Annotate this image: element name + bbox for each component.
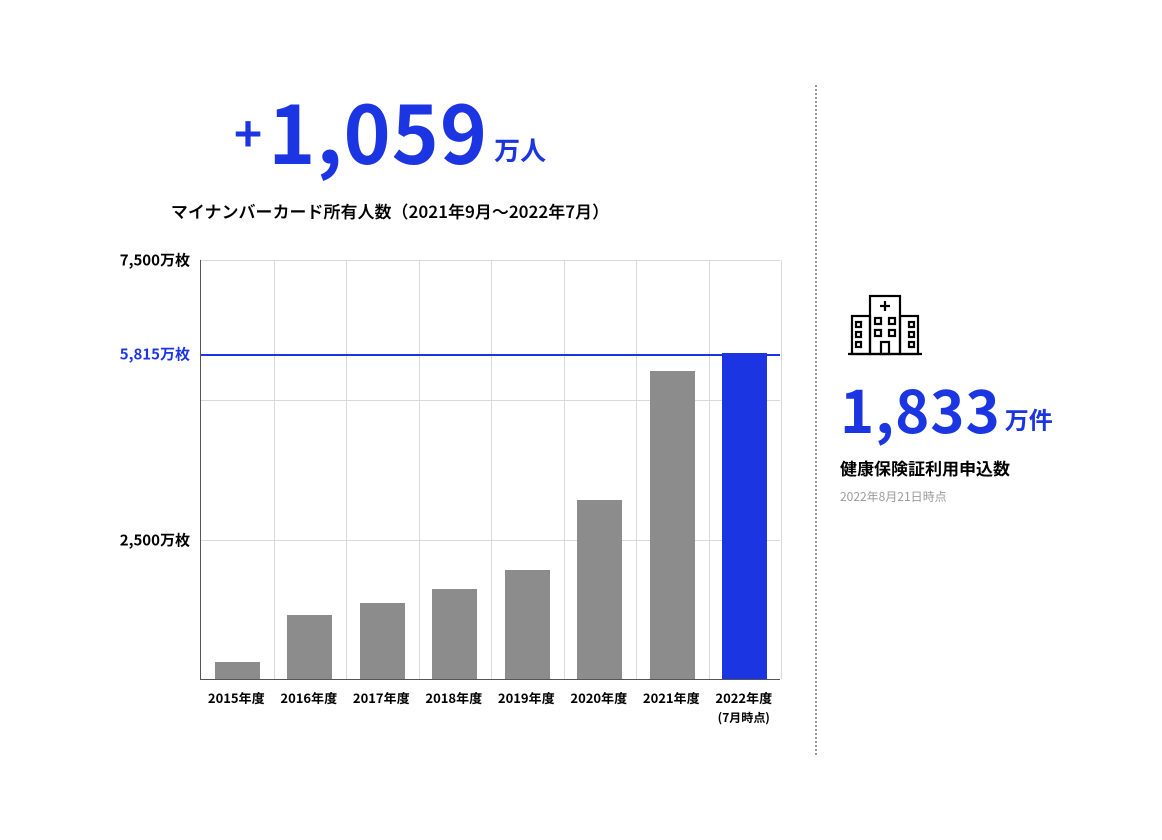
x-axis-label: 2021年度 — [643, 688, 700, 707]
sidebar-stat-label: 健康保険証利用申込数 — [840, 455, 1140, 480]
x-axis-label: 2022年度(7月時点) — [715, 688, 772, 726]
headline-prefix: + — [234, 96, 262, 166]
x-axis-label: 2015年度 — [208, 688, 265, 707]
y-axis-label: 7,500万枚 — [120, 250, 190, 271]
sidebar-stat-value: 1,833 — [840, 366, 1001, 450]
bar — [432, 589, 477, 679]
x-axis-label: 2019年度 — [498, 688, 555, 707]
page: +1,059万人 マイナンバーカード所有人数（2021年9月〜2022年7月） … — [0, 0, 1162, 840]
bar — [505, 570, 550, 679]
sidebar-stat-note: 2022年8月21日時点 — [840, 488, 1140, 505]
x-axis-label: 2016年度 — [280, 688, 337, 707]
gridline-vertical — [419, 260, 420, 679]
x-axis-sublabel: (7月時点) — [715, 709, 772, 726]
bar — [360, 603, 405, 679]
sidebar-stat-unit: 万件 — [1005, 401, 1053, 436]
headline-unit: 万人 — [494, 131, 546, 168]
y-axis-label: 2,500万枚 — [120, 530, 190, 551]
headline-value: 1,059 — [268, 72, 488, 188]
x-axis-label: 2018年度 — [425, 688, 482, 707]
gridline-vertical — [709, 260, 710, 679]
bar — [287, 615, 332, 679]
bar — [650, 371, 695, 679]
hospital-icon — [846, 290, 1140, 365]
chart-plot-area — [200, 260, 780, 680]
gridline-vertical — [564, 260, 565, 679]
bar — [215, 662, 260, 679]
chart-subtitle: マイナンバーカード所有人数（2021年9月〜2022年7月） — [0, 198, 780, 223]
sidebar-stat-value-wrap: 1,833万件 — [840, 379, 1140, 437]
bar — [577, 500, 622, 679]
headline: +1,059万人 — [0, 90, 780, 170]
sidebar-stat: 1,833万件 健康保険証利用申込数 2022年8月21日時点 — [840, 290, 1140, 505]
bar-chart: 2015年度 2016年度 2017年度 2018年度 2019年度 2020年度 2021… — [90, 260, 780, 730]
vertical-divider — [815, 85, 817, 755]
gridline-vertical — [346, 260, 347, 679]
reference-line — [201, 354, 780, 356]
gridline-vertical — [491, 260, 492, 679]
bar — [722, 353, 767, 679]
gridline-vertical — [274, 260, 275, 679]
y-axis-label: 5,815万枚 — [120, 344, 190, 365]
x-axis-label: 2020年度 — [570, 688, 627, 707]
gridline-vertical — [636, 260, 637, 679]
x-axis-label: 2017年度 — [353, 688, 410, 707]
gridline-vertical — [781, 260, 782, 679]
